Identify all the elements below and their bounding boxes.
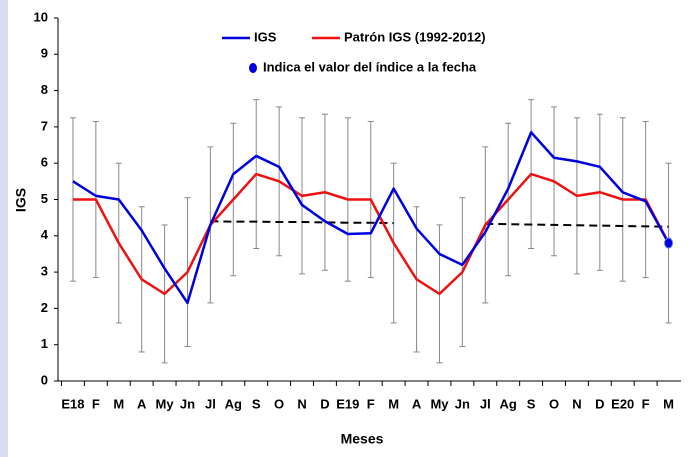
x-tick-label: E19 (336, 396, 359, 411)
trend-line (210, 220, 669, 228)
series-line (72, 172, 670, 296)
x-tick-label: A (137, 396, 147, 411)
x-tick-label: D (595, 396, 604, 411)
left-strip (0, 0, 8, 457)
x-tick-label: S (252, 396, 261, 411)
x-tick-label: Jl (205, 396, 216, 411)
y-tick-label: 10 (34, 9, 48, 24)
x-tick-label: E18 (61, 396, 84, 411)
y-tick-label: 4 (41, 227, 49, 242)
x-tick-label: F (367, 396, 375, 411)
x-tick-label: N (297, 396, 306, 411)
legend-note: Indica el valor del índice a la fecha (263, 59, 477, 74)
x-tick-label: My (156, 396, 175, 411)
y-tick-label: 7 (41, 118, 48, 133)
x-tick-label: Ag (225, 396, 242, 411)
x-tick-label: My (430, 396, 449, 411)
y-tick-label: 1 (41, 336, 48, 351)
x-tick-label: Jn (180, 396, 195, 411)
legend-label: Patrón IGS (1992-2012) (344, 29, 486, 44)
x-tick-label: O (549, 396, 559, 411)
legend-label: IGS (254, 29, 277, 44)
y-tick-label: 2 (41, 300, 48, 315)
y-tick-label: 5 (41, 191, 48, 206)
x-tick-label: M (663, 396, 674, 411)
x-tick-label: M (113, 396, 124, 411)
y-tick-label: 3 (41, 264, 48, 279)
y-axis-label: IGS (13, 188, 29, 212)
x-tick-label: F (92, 396, 100, 411)
legend-marker (249, 63, 257, 73)
x-tick-label: E20 (611, 396, 634, 411)
x-tick-label: O (274, 396, 284, 411)
x-axis-label: Meses (341, 431, 384, 447)
y-tick-label: 6 (41, 155, 48, 170)
x-tick-label: A (412, 396, 422, 411)
y-tick-label: 0 (41, 372, 48, 387)
y-tick-label: 9 (41, 46, 48, 61)
x-tick-label: Jn (455, 396, 470, 411)
x-tick-label: D (320, 396, 329, 411)
x-tick-label: F (642, 396, 650, 411)
x-tick-label: S (527, 396, 536, 411)
x-tick-label: Ag (500, 396, 517, 411)
x-tick-label: Jl (480, 396, 491, 411)
series-line (72, 131, 670, 305)
current-marker (664, 237, 674, 249)
y-tick-label: 8 (41, 82, 48, 97)
x-tick-label: M (388, 396, 399, 411)
x-tick-label: N (572, 396, 581, 411)
